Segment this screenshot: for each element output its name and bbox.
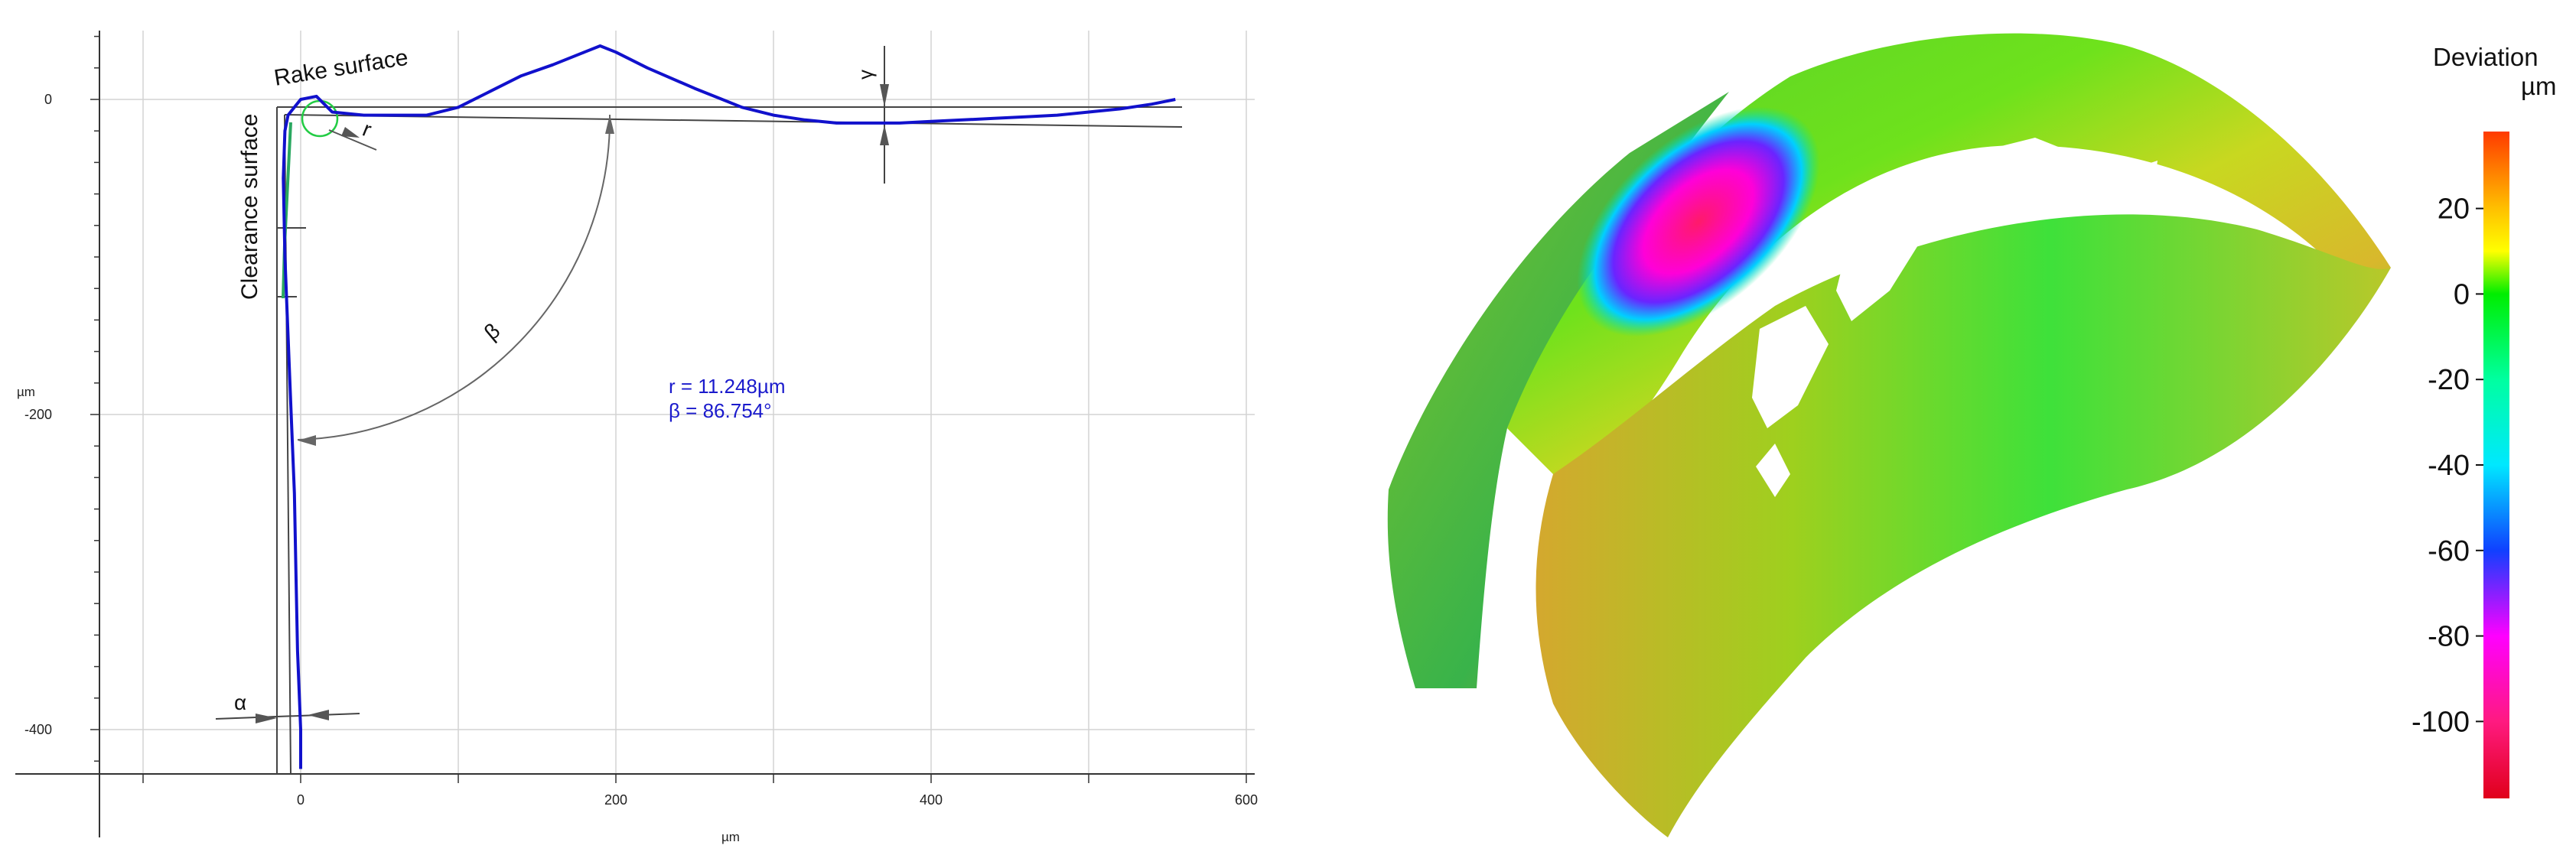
profile-series-line <box>282 44 1176 769</box>
x-tick-label: 600 <box>1235 792 1258 808</box>
rake-tangent-line <box>284 114 1183 128</box>
colorbar-tick-label: -100 <box>2412 706 2470 738</box>
gamma-arrowhead-top <box>880 84 889 107</box>
chart-axes <box>15 31 1255 837</box>
x-tick-label: 0 <box>297 792 304 808</box>
wedge-angle-result-text: β = 86.754° <box>669 399 772 422</box>
y-axis-unit-label: µm <box>17 385 35 399</box>
deviation-surface-map <box>1387 33 2391 837</box>
beta-symbol-label: β <box>480 318 504 344</box>
missing-data-hole-1 <box>1836 199 1928 321</box>
x-tick-label: 400 <box>920 792 943 808</box>
beta-arrowhead-top <box>605 115 614 134</box>
y-tick-label: 0 <box>44 92 52 107</box>
missing-data-hole-2 <box>1752 306 1829 428</box>
rake-surface-label: Rake surface <box>272 45 410 91</box>
colorbar-tick-label: -80 <box>2428 621 2470 653</box>
alpha-symbol-label: α <box>234 691 246 714</box>
colorbar-tick-label: 0 <box>2454 278 2470 310</box>
y-tick-label: -400 <box>24 722 52 737</box>
missing-data-hole-3 <box>1974 138 2073 184</box>
colorbar-tick-label: -40 <box>2428 450 2470 482</box>
deviation-colorbar: Deviation µm 20 0 -20 -40 -60 -80 -100 <box>2412 43 2557 798</box>
chart-gridlines <box>99 31 1255 774</box>
alpha-horizontal-line <box>215 713 360 720</box>
radius-result-text: r = 11.248µm <box>669 375 786 398</box>
colorbar-tick-label: 20 <box>2438 193 2470 226</box>
radius-symbol-label: r <box>360 117 375 141</box>
colorbar-tick-label: -60 <box>2428 535 2470 567</box>
y-tick-label: -200 <box>24 407 52 422</box>
colorbar-gradient <box>2483 132 2509 798</box>
colorbar-title: Deviation <box>2433 43 2539 71</box>
chart-tick-labels: 0 200 400 600 0 -200 -400 <box>24 92 1258 808</box>
alpha-arrowhead-right <box>308 710 329 720</box>
surface-front-face <box>1536 214 2391 837</box>
missing-data-hole-4 <box>2135 161 2158 199</box>
x-axis-unit-label: µm <box>721 830 740 844</box>
colorbar-unit: µm <box>2521 72 2557 100</box>
surface-left-flank <box>1387 92 1729 688</box>
colorbar-tick-label: -20 <box>2428 364 2470 396</box>
beta-angle-arc <box>297 114 611 441</box>
missing-data-hole-5 <box>1756 444 1790 497</box>
wear-region <box>1577 106 1820 337</box>
x-tick-label: 200 <box>604 792 627 808</box>
radius-leader-line <box>328 129 377 151</box>
gamma-symbol-label: γ <box>854 70 877 80</box>
radius-arrowhead <box>341 127 360 138</box>
beta-arrowhead-bottom <box>298 435 316 446</box>
clearance-surface-label: Clearance surface <box>237 114 262 300</box>
alpha-arrowhead-left <box>256 714 277 723</box>
gamma-arrowhead-bottom <box>880 125 889 145</box>
edge-profile-chart: 0 200 400 600 0 -200 -400 µm µm Rake surface C… <box>15 31 1258 844</box>
colorbar-ticks: 20 0 -20 -40 -60 -80 -100 <box>2412 193 2483 738</box>
